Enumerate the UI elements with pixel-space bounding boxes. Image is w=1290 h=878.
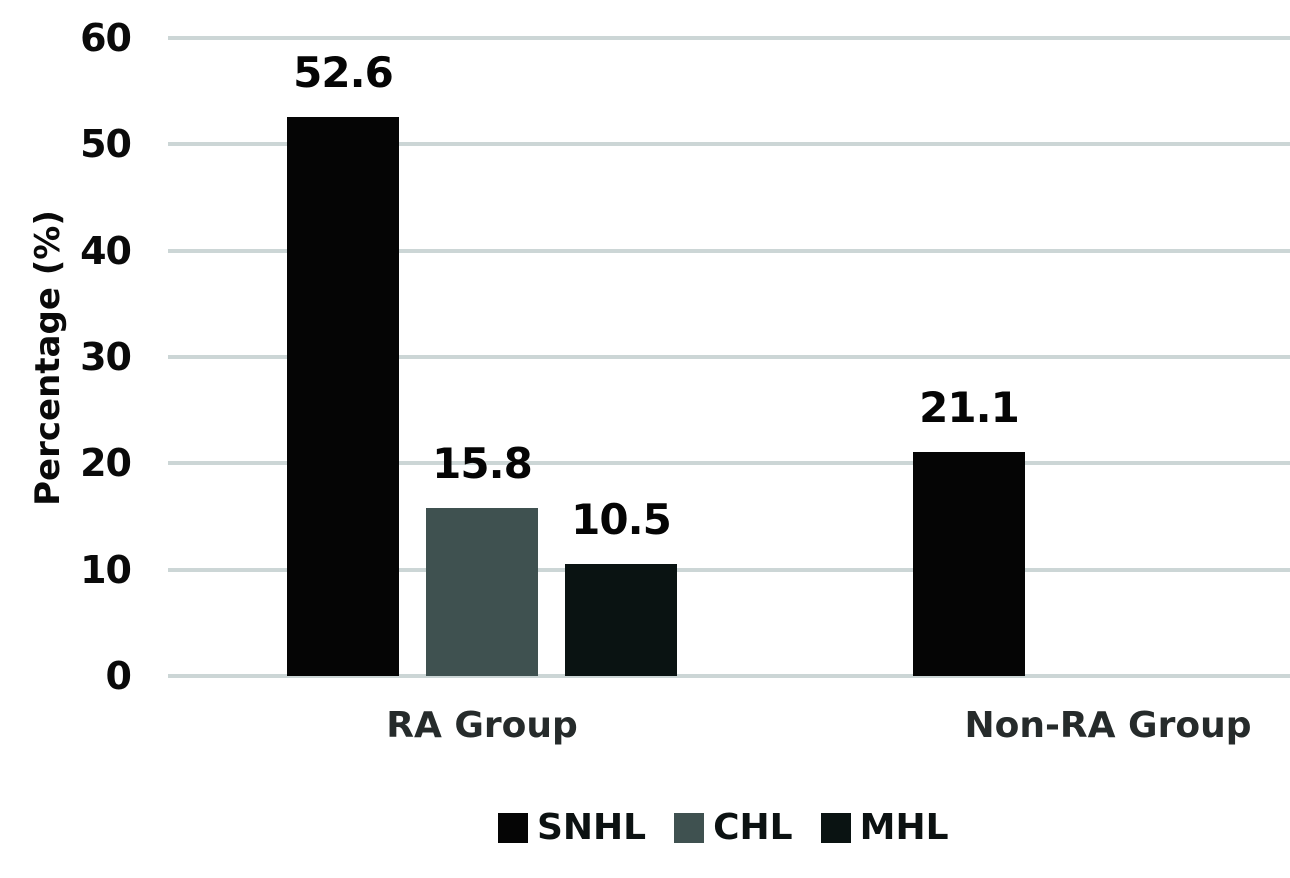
gridline-40	[168, 248, 1290, 253]
gridline-10	[168, 567, 1290, 572]
gridline-20	[168, 461, 1290, 466]
y-tick-label-60: 60	[80, 16, 132, 60]
legend-swatch-chl-icon	[674, 813, 705, 843]
bar-mhl-ra-group	[565, 564, 677, 676]
y-tick-label-20: 20	[80, 441, 132, 486]
category-label-ra-group: RA Group	[386, 705, 578, 746]
y-tick-label-50: 50	[80, 122, 132, 167]
data-label-mhl-ra-group: 10.5	[571, 495, 672, 545]
legend-label-chl: CHL	[713, 807, 793, 848]
legend-swatch-snhl-icon	[498, 813, 528, 843]
legend-item-mhl: MHL	[820, 807, 949, 848]
data-label-snhl-ra-group: 52.6	[293, 47, 394, 97]
bar-snhl-non-ra-group	[913, 451, 1025, 676]
data-label-snhl-non-ra-group: 21.1	[919, 382, 1020, 432]
legend-label-snhl: SNHL	[537, 807, 647, 848]
category-label-non-ra-group: Non-RA Group	[964, 705, 1252, 746]
legend-item-chl: CHL	[674, 808, 793, 848]
legend-label-mhl: MHL	[859, 807, 949, 848]
y-tick-label-40: 40	[80, 228, 132, 273]
y-tick-label-10: 10	[80, 547, 132, 592]
gridline-0	[168, 674, 1290, 678]
y-tick-label-30: 30	[80, 335, 132, 379]
legend-item-snhl: SNHL	[498, 808, 646, 848]
gridline-50	[168, 142, 1290, 147]
bar-snhl-ra-group	[287, 116, 399, 676]
legend: SNHL CHL MHL	[498, 806, 949, 850]
legend-swatch-mhl-icon	[820, 813, 851, 843]
gridline-30	[168, 355, 1290, 359]
gridline-60	[168, 36, 1290, 40]
y-tick-label-0: 0	[105, 654, 132, 698]
bar-chl-ra-group	[426, 507, 538, 676]
data-label-chl-ra-group: 15.8	[432, 438, 533, 488]
